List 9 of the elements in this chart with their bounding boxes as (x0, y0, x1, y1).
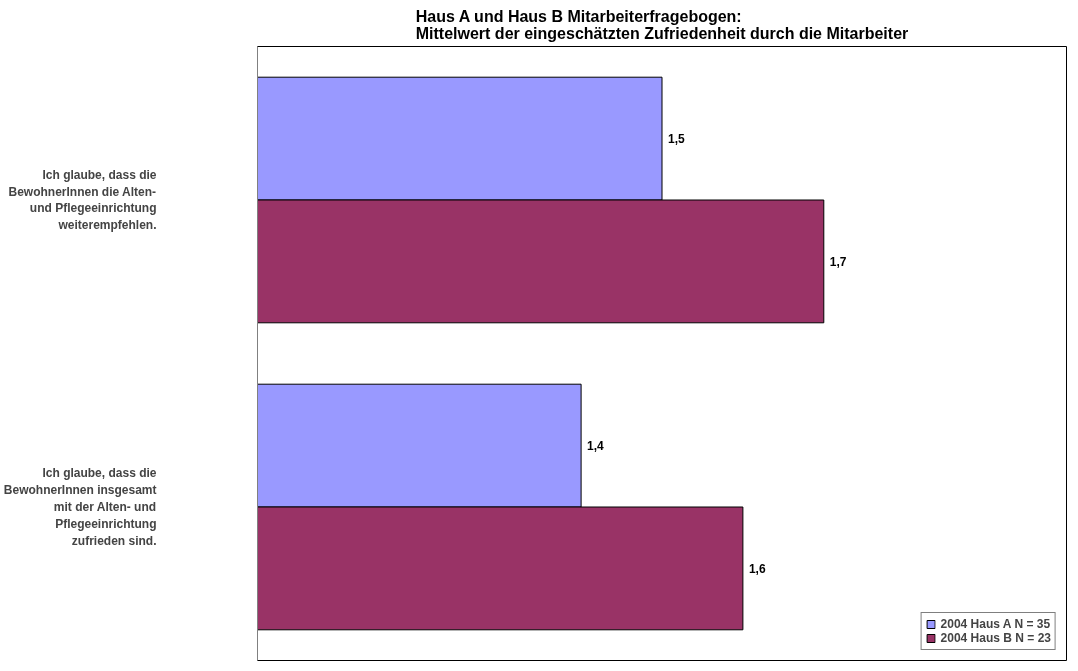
legend-label: 2004 Haus B N = 23 (940, 631, 1051, 645)
data-label: 1,6 (748, 561, 766, 576)
chart-title: Haus A und Haus B Mitarbeiterfragebogen: Mittelwert der eingeschätzten Zufriedenheit durch die Mitarbeiter (415, 7, 909, 42)
y-tick-label: Ich glaube, dass die BewohnerInnen die Alten- und Pflegeeinrichtung weiterempfehlen. (8, 167, 157, 233)
data-label: 1,4 (587, 439, 605, 454)
y-tick-label: Ich glaube, dass die BewohnerInnen insgesamt mit der Alten- und Pflegeeinrichtung zufrieden sind. (3, 466, 157, 548)
legend-label: 2004 Haus A N = 35 (940, 617, 1051, 631)
data-label: 1,5 (668, 132, 686, 147)
data-label: 1,7 (829, 254, 847, 269)
